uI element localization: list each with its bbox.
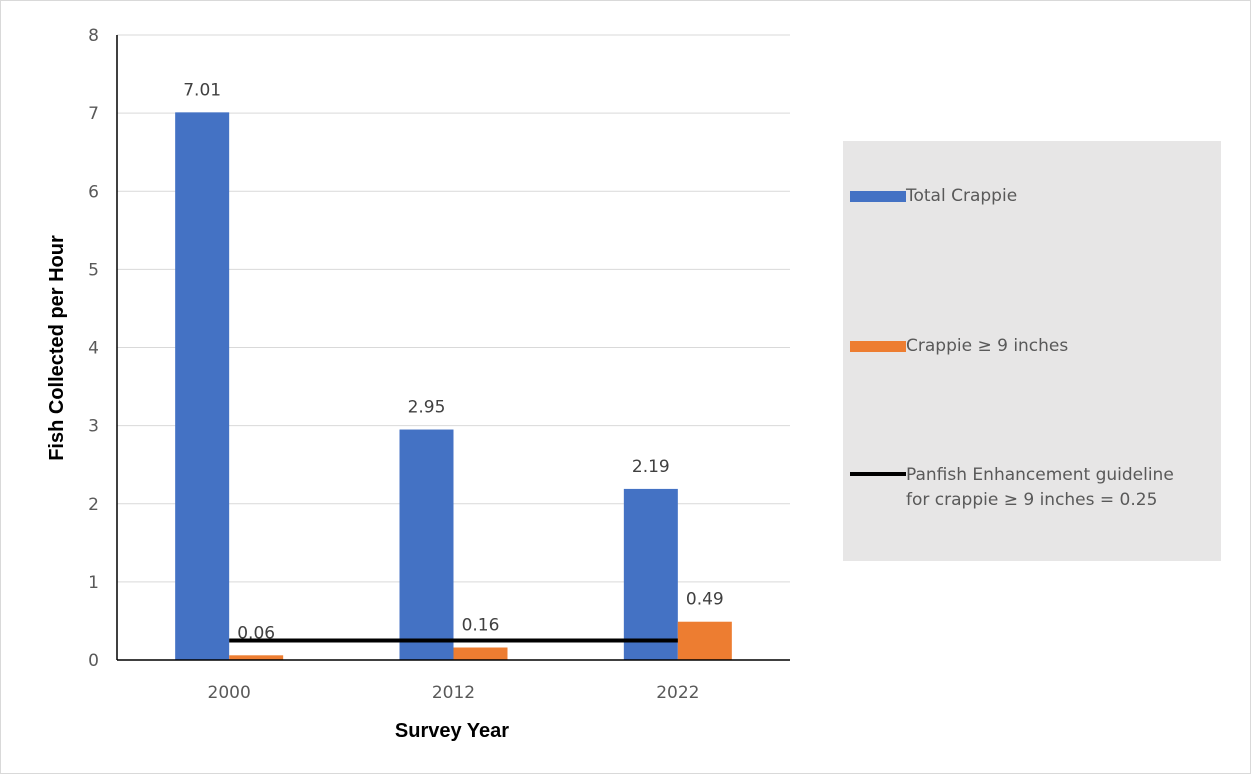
legend-swatch-total-crappie [850,191,906,202]
data-label: 7.01 [183,80,221,100]
data-label: 0.49 [686,590,724,610]
x-tick-label: 2022 [656,683,699,703]
bar [677,621,732,660]
bar [453,647,508,660]
bars [175,112,732,660]
bar [229,655,284,660]
y-tick-label: 6 [88,182,99,202]
y-tick-label: 2 [88,495,99,515]
legend: Total Crappie Crappie ≥ 9 inches Panfish… [843,141,1221,561]
legend-swatch-guideline [850,472,906,476]
bar [623,488,678,660]
y-tick-label: 5 [88,260,99,280]
x-tick-label: 2012 [432,683,475,703]
bar [399,429,454,660]
data-label: 0.06 [237,623,275,643]
legend-swatch-crappie-9in [850,341,906,352]
data-label: 2.95 [408,398,446,418]
legend-label-crappie-9in: Crappie ≥ 9 inches [906,336,1069,356]
legend-item-crappie-9in: Crappie ≥ 9 inches [850,336,1068,359]
x-axis-title: Survey Year [395,720,509,742]
legend-label-guideline: Panfish Enhancement guideline for crappi… [906,465,1174,510]
data-labels: 7.01 2.95 2.19 0.06 0.16 0.49 [183,80,724,643]
y-tick-label: 7 [88,104,99,124]
bar [175,112,230,660]
y-tick-label: 8 [88,26,99,46]
y-tick-label: 4 [88,339,99,359]
data-label: 2.19 [632,457,670,477]
y-tick-label: 3 [88,417,99,437]
y-tick-label: 1 [88,573,99,593]
data-label: 0.16 [462,616,500,636]
x-tick-label: 2000 [208,683,251,703]
y-axis-title: Fish Collected per Hour [46,235,68,461]
legend-label-total-crappie: Total Crappie [906,186,1018,206]
y-tick-label: 0 [88,651,99,671]
legend-item-guideline: Panfish Enhancement guideline for crappi… [850,463,1174,513]
legend-item-total-crappie: Total Crappie [850,186,1017,209]
axes: 0 1 2 3 4 5 6 7 8 2000 2012 2022 [88,26,790,703]
